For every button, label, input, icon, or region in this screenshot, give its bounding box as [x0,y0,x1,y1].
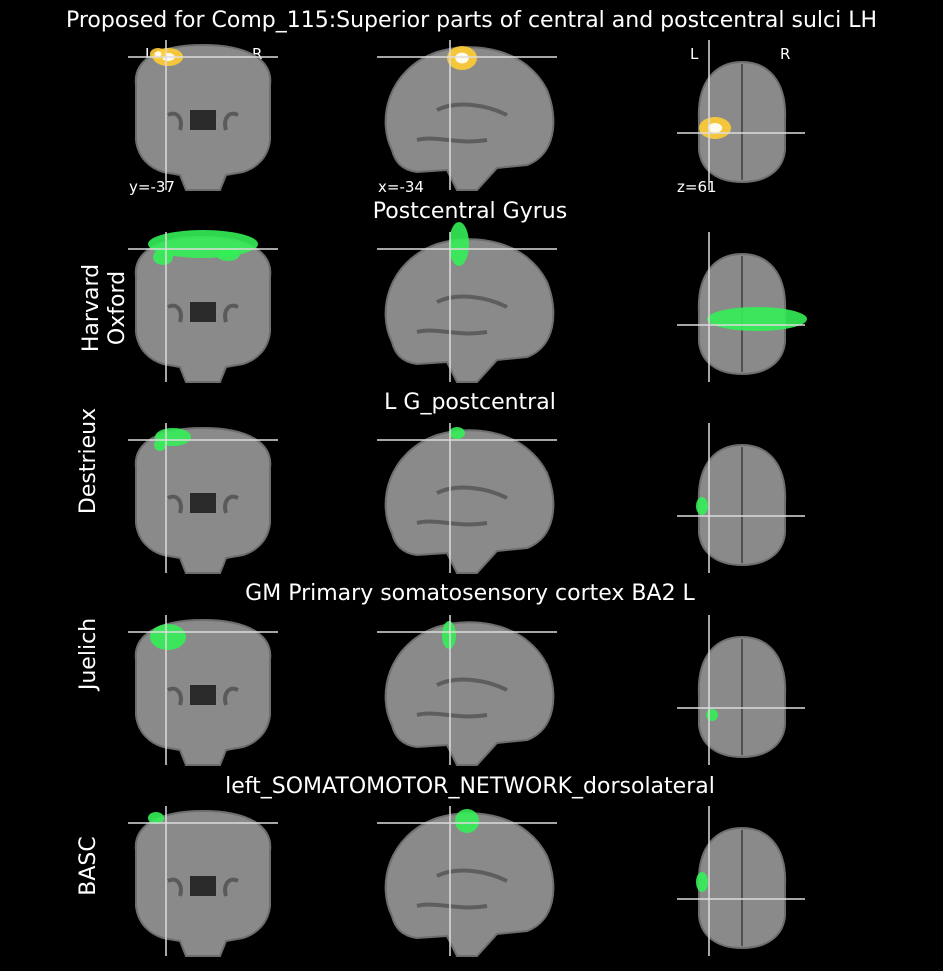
brain-group [697,826,787,950]
activation-peak [154,51,162,57]
atlas-region-blob [442,621,456,649]
ventricle-shape [190,876,216,896]
sulcus-shape [416,485,508,527]
atlas-region-blob [706,709,718,721]
sulcus-shape [416,868,508,910]
brain-group [134,235,272,383]
brain-slice-shape [384,812,555,957]
axial-view-row-2 [677,423,805,573]
coronal-view-row-0 [128,40,278,191]
orientation-right-axial: R [780,45,791,63]
coronal-view-row-1 [128,230,278,383]
sagittal-view-row-1 [377,222,557,383]
orientation-right-coronal: R [252,45,263,63]
region-title-juelich: GM Primary somatosensory cortex BA2 L [245,581,695,606]
coronal-view-row-2 [128,423,278,574]
axial-view-row-4 [677,806,805,956]
brain-slice-shape [384,621,555,766]
brain-group [384,429,555,574]
sulcus-shape [416,102,508,144]
atlas-region-blob [154,439,166,451]
region-title-harvard-oxford: Postcentral Gyrus [372,199,568,224]
atlas-region-blob [449,222,469,266]
sulcus-shape [167,686,239,706]
atlas-region-blob [696,497,708,515]
sulcus-shape [416,677,508,719]
brain-slice-shape [384,238,555,383]
brain-group [697,60,787,184]
coronal-view-row-4 [128,806,278,957]
atlas-label-harvard-oxford: Harvard Oxford [79,223,131,393]
brain-group [134,618,272,766]
sulcus-shape [416,294,508,336]
sagittal-view-row-0 [377,40,557,191]
brain-group [134,426,272,574]
brain-group [134,43,272,191]
sagittal-view-row-3 [377,615,557,766]
atlas-region-blob [707,307,807,331]
brain-group [697,443,787,567]
brain-group [134,809,272,957]
brain-group [384,46,555,191]
atlas-label-basc: BASC [76,836,101,896]
ventricle-shape [190,685,216,705]
brain-slice-shape [384,46,555,191]
ventricle-shape [190,302,216,322]
brain-group [384,621,555,766]
atlas-region-blob [216,247,240,261]
region-title-destrieux: L G_postcentral [384,390,556,415]
atlas-region-blob [696,872,708,892]
atlas-label-destrieux: Destrieux [76,407,101,515]
sulcus-shape [167,877,239,897]
brain-group [384,812,555,957]
region-title-basc: left_SOMATOMOTOR_NETWORK_dorsolateral [225,774,715,799]
axial-view-row-3 [677,615,805,765]
coord-label-axial: z=61 [677,178,717,196]
activation-peak [707,123,723,133]
brain-group [384,238,555,383]
atlas-region-blob [150,624,186,650]
atlas-region-blob [455,809,479,833]
coronal-view-row-3 [128,615,278,766]
sulcus-shape [167,494,239,514]
atlas-region-blob [148,812,164,824]
axial-view-row-0 [677,40,805,190]
sagittal-view-row-4 [377,806,557,957]
sagittal-view-row-2 [377,423,557,574]
sulcus-shape [167,111,239,131]
activation-peak [455,52,469,64]
brain-slice-shape [384,429,555,574]
brain-group [697,635,787,759]
figure-title: Proposed for Comp_115:Superior parts of … [65,8,878,33]
atlas-region-blob [153,249,173,265]
coord-label-sagittal: x=-34 [378,178,424,196]
orientation-left-coronal: L [145,45,154,63]
ventricle-shape [190,493,216,513]
atlas-region-blob [449,427,465,439]
axial-view-row-1 [677,232,807,382]
sulcus-shape [167,303,239,323]
orientation-left-axial: L [690,45,699,63]
ventricle-shape [190,110,216,130]
atlas-label-line1: Harvard [79,263,104,353]
coord-label-coronal: y=-37 [129,178,175,196]
atlas-label-juelich: Juelich [76,617,101,691]
